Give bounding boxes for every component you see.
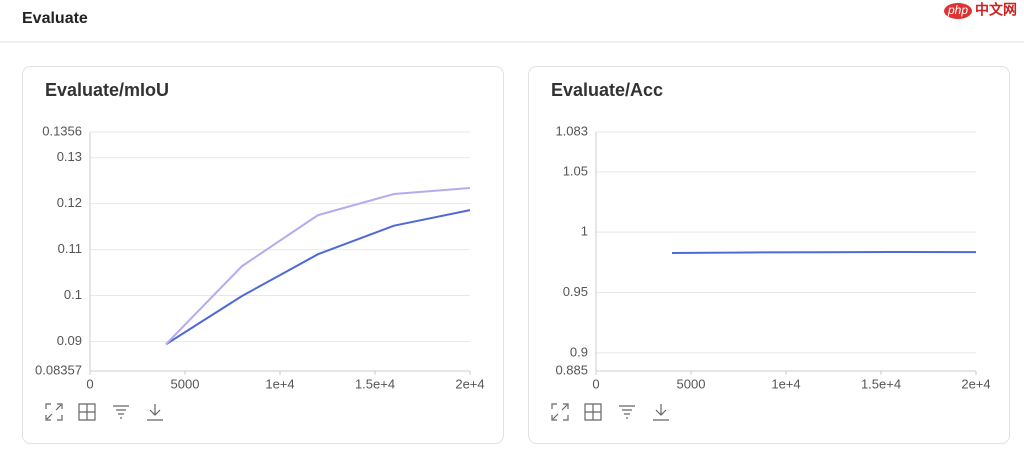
- x-tick-label: 1.5e+4: [861, 376, 901, 391]
- y-tick-label: 0.08357: [35, 362, 82, 377]
- y-tick-label: 1: [581, 224, 588, 239]
- y-tick-label: 0.1: [64, 287, 82, 302]
- y-tick-label: 1.083: [555, 123, 588, 138]
- section-title: Evaluate: [22, 10, 88, 27]
- y-tick-label: 0.09: [57, 333, 82, 348]
- watermark-logo-bg: [944, 3, 972, 19]
- chart-title: Evaluate/mIoU: [45, 80, 169, 100]
- fit-icon[interactable]: [78, 403, 96, 421]
- x-tick-label: 5000: [171, 376, 200, 391]
- filter-icon[interactable]: [113, 405, 129, 419]
- watermark-logo: php: [947, 3, 968, 17]
- download-icon[interactable]: [147, 404, 163, 421]
- filter-icon[interactable]: [619, 405, 635, 419]
- line: [165, 209, 471, 346]
- watermark-text: 中文网: [975, 2, 1017, 18]
- line: [671, 250, 977, 254]
- y-tick-label: 0.9: [570, 344, 588, 359]
- fit-icon[interactable]: [584, 403, 602, 421]
- y-tick-label: 0.885: [555, 362, 588, 377]
- y-tick-label: 1.05: [563, 163, 588, 178]
- chart-title: Evaluate/Acc: [551, 80, 663, 100]
- x-tick-label: 2e+4: [455, 376, 484, 391]
- x-tick-label: 1e+4: [265, 376, 294, 391]
- x-tick-label: 1.5e+4: [355, 376, 395, 391]
- y-tick-label: 0.11: [58, 241, 82, 256]
- x-tick-label: 0: [86, 376, 93, 391]
- chart-card: [528, 66, 1010, 444]
- x-tick-label: 5000: [677, 376, 706, 391]
- x-tick-label: 1e+4: [771, 376, 800, 391]
- chart-card: [22, 66, 504, 444]
- y-tick-label: 0.95: [563, 284, 588, 299]
- expand-icon[interactable]: [551, 403, 569, 421]
- expand-icon[interactable]: [45, 403, 63, 421]
- download-icon[interactable]: [653, 404, 669, 421]
- line: [165, 187, 471, 345]
- y-tick-label: 0.1356: [42, 123, 82, 138]
- x-tick-label: 2e+4: [961, 376, 990, 391]
- y-tick-label: 0.12: [57, 195, 82, 210]
- x-tick-label: 0: [592, 376, 599, 391]
- y-tick-label: 0.13: [57, 149, 82, 164]
